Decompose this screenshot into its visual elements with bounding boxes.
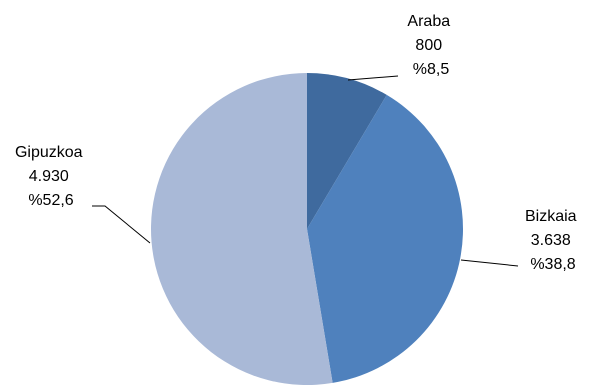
slice-value-bizkaia: 3.638 [531, 232, 571, 249]
leader-line-gipuzkoa [92, 205, 151, 244]
slice-label-gipuzkoa: Gipuzkoa 4.930 %52,6 [15, 144, 87, 209]
pie-slice-bizkaia [307, 94, 463, 383]
slice-percent-gipuzkoa: %52,6 [28, 192, 73, 209]
slice-name-araba: Araba [407, 13, 450, 30]
slice-label-bizkaia: Bizkaia 3.638 %38,8 [525, 208, 581, 273]
leader-line-bizkaia [460, 259, 519, 267]
pie-slices [151, 73, 463, 385]
slice-value-gipuzkoa: 4.930 [29, 168, 69, 185]
slice-value-araba: 800 [415, 37, 442, 54]
slice-name-bizkaia: Bizkaia [525, 208, 577, 225]
pie-slice-gipuzkoa [151, 73, 333, 385]
slice-label-araba: Araba 800 %8,5 [407, 13, 454, 78]
slice-name-gipuzkoa: Gipuzkoa [15, 144, 83, 161]
pie-slice-araba [307, 73, 387, 229]
slice-percent-bizkaia: %38,8 [530, 256, 575, 273]
slice-percent-araba: %8,5 [413, 61, 450, 78]
leader-line-araba [347, 75, 399, 81]
